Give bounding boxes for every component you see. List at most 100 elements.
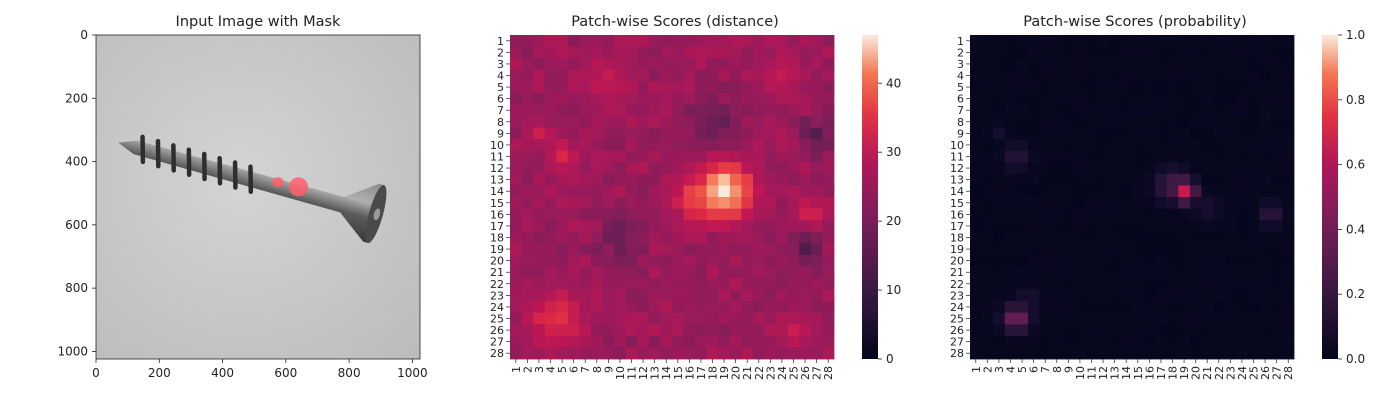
heatmap-cell [1247,324,1260,337]
heatmap-cell [1236,324,1249,337]
heatmap-cell [1039,46,1052,59]
heatmap-cell [1259,324,1272,337]
heatmap-cell [1085,92,1098,105]
heatmap-cell [764,81,777,94]
heatmap-cell [1027,231,1040,244]
heatmap-cell [1085,324,1098,337]
heatmap-cell [1166,231,1179,244]
heatmap-cell [683,92,696,105]
heatmap-cell [993,301,1006,314]
heatmap-cell [1155,231,1168,244]
heatmap-cell [1166,46,1179,59]
heatmap-cell [510,127,522,140]
heatmap-cell [683,197,696,209]
heatmap-cell [1062,254,1075,267]
heatmap-cell [1120,243,1133,256]
heatmap-cell [1074,347,1087,360]
heatmap-cell [602,208,615,221]
heatmap-cell [579,220,592,233]
heatmap-cell [1189,35,1202,47]
heatmap-cell [1247,116,1260,128]
heatmap-cell [510,150,522,163]
heatmap-cell [672,139,684,152]
heatmap-cell [1039,266,1052,279]
heatmap-cell [660,173,673,186]
heatmap-cell [741,139,754,152]
heatmap-cell [970,220,982,233]
heatmap-cell [625,35,638,47]
heatmap-cell [1270,185,1283,198]
heatmap-cell [787,127,800,140]
heatmap-cell [1143,197,1156,209]
heatmap-cell [1213,92,1225,105]
heatmap-cell [1282,162,1295,175]
heatmap-cell [521,173,534,186]
heatmap-cell [695,185,708,198]
heatmap-cell [741,208,754,221]
heatmap-cell [1270,254,1283,267]
heatmap-cell [1259,347,1272,360]
heatmap-cell [764,278,777,290]
heatmap-cell [1132,46,1144,59]
heatmap-cell [579,335,592,348]
heatmap-cell [993,231,1006,244]
heatmap-cell [510,254,522,267]
heatmap-cell [776,185,789,198]
heatmap-cell [672,81,684,94]
heatmap-cell [625,254,638,267]
heatmap-cell [810,46,823,59]
heatmap-cell [1236,243,1249,256]
heatmap-cell [1189,197,1202,209]
heatmap-cell [591,347,603,360]
heatmap-cell [1155,278,1168,290]
heatmap-cell [799,231,812,244]
heatmap-cell [1189,243,1202,256]
heatmap-cell [1201,254,1214,267]
heatmap-cell [1236,301,1249,314]
heatmap-cell [556,162,569,175]
heatmap-cell [1074,104,1087,117]
x-tick-label: 21 [1201,366,1214,380]
heatmap-cell [614,139,627,152]
heatmap-cell [706,185,719,198]
heatmap-cell [764,185,777,198]
heatmap-cell [1213,69,1225,82]
heatmap-cell [521,278,534,290]
heatmap-cell [1039,197,1052,209]
heatmap-cell [1201,150,1214,163]
heatmap-cell [1166,127,1179,140]
heatmap-cell [706,289,719,302]
heatmap-cell [672,266,684,279]
heatmap-cell [993,312,1006,325]
heatmap-cell [1247,335,1260,348]
heatmap-cell [1178,266,1191,279]
heatmap-cell [695,35,708,47]
heatmap-cell [981,324,994,337]
heatmap-cell [579,278,592,290]
heatmap-cell [776,324,789,337]
heatmap-cell [1155,173,1168,186]
heatmap-cell [1132,35,1144,47]
y-tick-label: 11 [950,151,964,164]
heatmap-cell [683,150,696,163]
heatmap-cell [1120,197,1133,209]
heatmap-cell [776,173,789,186]
heatmap-cell [625,127,638,140]
heatmap-cell [637,116,650,128]
heatmap-cell [1108,35,1121,47]
heatmap-cell [1051,266,1063,279]
heatmap-cell [787,162,800,175]
heatmap-cell [510,324,522,337]
heatmap-cell [810,162,823,175]
y-tick-label: 19 [490,243,504,256]
heatmap-cell [1108,266,1121,279]
heatmap-cell [556,324,569,337]
heatmap-cell [1247,197,1260,209]
heatmap-cell [533,347,546,360]
heatmap-cell [822,58,835,71]
heatmap-cell [1282,231,1295,244]
heatmap-cell [1120,208,1133,221]
heatmap-cell [1282,139,1295,152]
heatmap-cell [1224,69,1237,82]
heatmap-cell [718,335,731,348]
